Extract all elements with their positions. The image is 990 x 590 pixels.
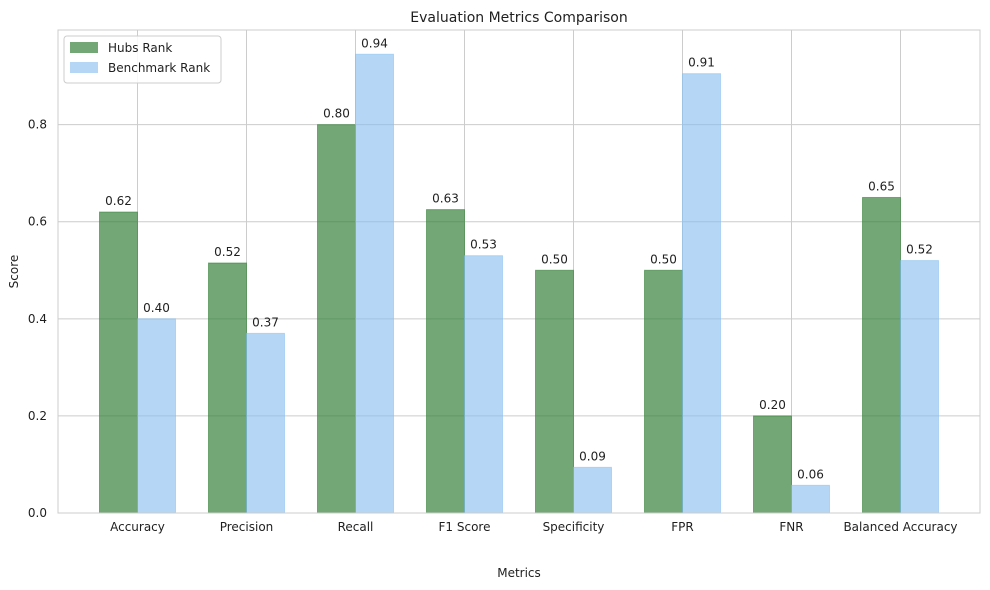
bar-benchmark-rank-precision	[246, 332, 285, 514]
plot-frame	[57, 29, 981, 514]
x-tick-label: Precision	[220, 520, 274, 534]
data-label-hubs-rank: 0.80	[323, 107, 350, 121]
y-tick-label: 0.0	[28, 506, 47, 520]
x-tick-label: FPR	[671, 520, 693, 534]
bar-hubs-rank-f1-score	[426, 209, 465, 514]
bars-layer	[99, 53, 939, 514]
legend-label-hubs-rank: Hubs Rank	[108, 41, 172, 55]
bar-hubs-rank-specificity	[535, 269, 574, 514]
bar-benchmark-rank-balanced-accuracy	[900, 260, 939, 514]
data-label-hubs-rank: 0.50	[650, 252, 677, 266]
bar-hubs-rank-accuracy	[99, 211, 138, 514]
x-tick-label: Balanced Accuracy	[843, 520, 957, 534]
legend-label-benchmark-rank: Benchmark Rank	[108, 61, 210, 75]
x-tick-label: Recall	[338, 520, 374, 534]
bar-benchmark-rank-fnr	[791, 484, 830, 514]
data-label-benchmark-rank: 0.94	[361, 36, 388, 50]
bar-hubs-rank-fnr	[753, 415, 792, 514]
y-tick-label: 0.6	[28, 215, 47, 229]
data-label-benchmark-rank: 0.06	[797, 467, 824, 481]
x-tick-label: FNR	[779, 520, 803, 534]
x-tick-label: Specificity	[543, 520, 605, 534]
y-tick-label: 0.2	[28, 409, 47, 423]
x-tick-labels: Accuracy Precision Recall F1 Score Specifici…	[110, 520, 957, 534]
data-label-hubs-rank: 0.65	[868, 179, 895, 193]
y-axis-label: Score	[7, 255, 21, 289]
bar-hubs-rank-fpr	[644, 269, 683, 514]
data-label-benchmark-rank: 0.53	[470, 238, 497, 252]
y-tick-label: 0.8	[28, 118, 47, 132]
chart-title: Evaluation Metrics Comparison	[410, 10, 627, 26]
bar-benchmark-rank-recall	[355, 53, 394, 514]
data-label-hubs-rank: 0.63	[432, 192, 459, 206]
bar-hubs-rank-precision	[208, 262, 247, 514]
bar-hubs-rank-balanced-accuracy	[862, 196, 901, 514]
bar-hubs-rank-recall	[317, 124, 356, 514]
x-axis-label: Metrics	[497, 566, 541, 580]
bar-benchmark-rank-accuracy	[137, 318, 176, 514]
legend-swatch-benchmark-rank	[70, 62, 98, 73]
data-label-hubs-rank: 0.20	[759, 398, 786, 412]
data-label-hubs-rank: 0.62	[105, 194, 132, 208]
data-label-benchmark-rank: 0.09	[579, 449, 606, 463]
y-tick-label: 0.4	[28, 312, 47, 326]
legend-box	[63, 35, 222, 84]
data-labels-layer: 0.62 0.52 0.80 0.63 0.50 0.50 0.20 0.65 0.40 0.37…	[105, 36, 933, 481]
legend-swatch-hubs-rank	[70, 42, 98, 53]
plot-background	[58, 30, 980, 513]
data-label-benchmark-rank: 0.37	[252, 315, 279, 329]
x-tick-label: Accuracy	[110, 520, 165, 534]
bar-benchmark-rank-f1-score	[464, 255, 503, 514]
bar-benchmark-rank-fpr	[682, 73, 721, 514]
data-label-benchmark-rank: 0.40	[143, 301, 170, 315]
data-label-hubs-rank: 0.50	[541, 252, 568, 266]
data-label-hubs-rank: 0.52	[214, 245, 241, 259]
data-label-benchmark-rank: 0.52	[906, 243, 933, 257]
data-label-benchmark-rank: 0.91	[688, 56, 715, 70]
legend: Hubs Rank Benchmark Rank	[63, 35, 222, 84]
y-tick-labels: 0.0 0.2 0.4 0.6 0.8	[28, 118, 47, 520]
bar-benchmark-rank-specificity	[573, 466, 612, 514]
x-tick-label: F1 Score	[439, 520, 491, 534]
